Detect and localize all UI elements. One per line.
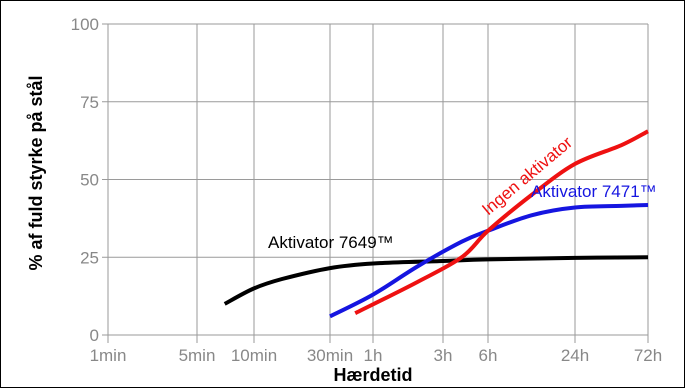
x-tick-label: 5min: [179, 346, 216, 365]
y-tick-label: 0: [90, 326, 99, 345]
y-tick-label: 75: [80, 93, 99, 112]
y-tick-label: 25: [80, 248, 99, 267]
x-axis-title: Hærdetid: [333, 365, 412, 385]
x-tick-label: 1min: [90, 346, 127, 365]
series-line-ingen-aktivator: [355, 131, 648, 313]
series-label-ingen-aktivator: Ingen aktivator: [478, 133, 576, 219]
x-tick-label: 1h: [364, 346, 383, 365]
y-axis-title: % af fuld styrke på stål: [26, 75, 46, 270]
x-tick-label: 30min: [307, 346, 353, 365]
y-tick-label: 50: [80, 171, 99, 190]
x-tick-label: 72h: [634, 346, 662, 365]
y-tick-label: 100: [71, 15, 99, 34]
x-tick-label: 3h: [434, 346, 453, 365]
series-line-aktivator-7649: [225, 257, 648, 304]
x-tick-label: 6h: [479, 346, 498, 365]
x-tick-label: 10min: [231, 346, 277, 365]
series-lines: [225, 131, 648, 316]
series-label-aktivator-7649: Aktivator 7649™: [268, 233, 394, 252]
x-tick-label: 24h: [561, 346, 589, 365]
series-label-aktivator-7471: Aktivator 7471™: [531, 182, 657, 201]
